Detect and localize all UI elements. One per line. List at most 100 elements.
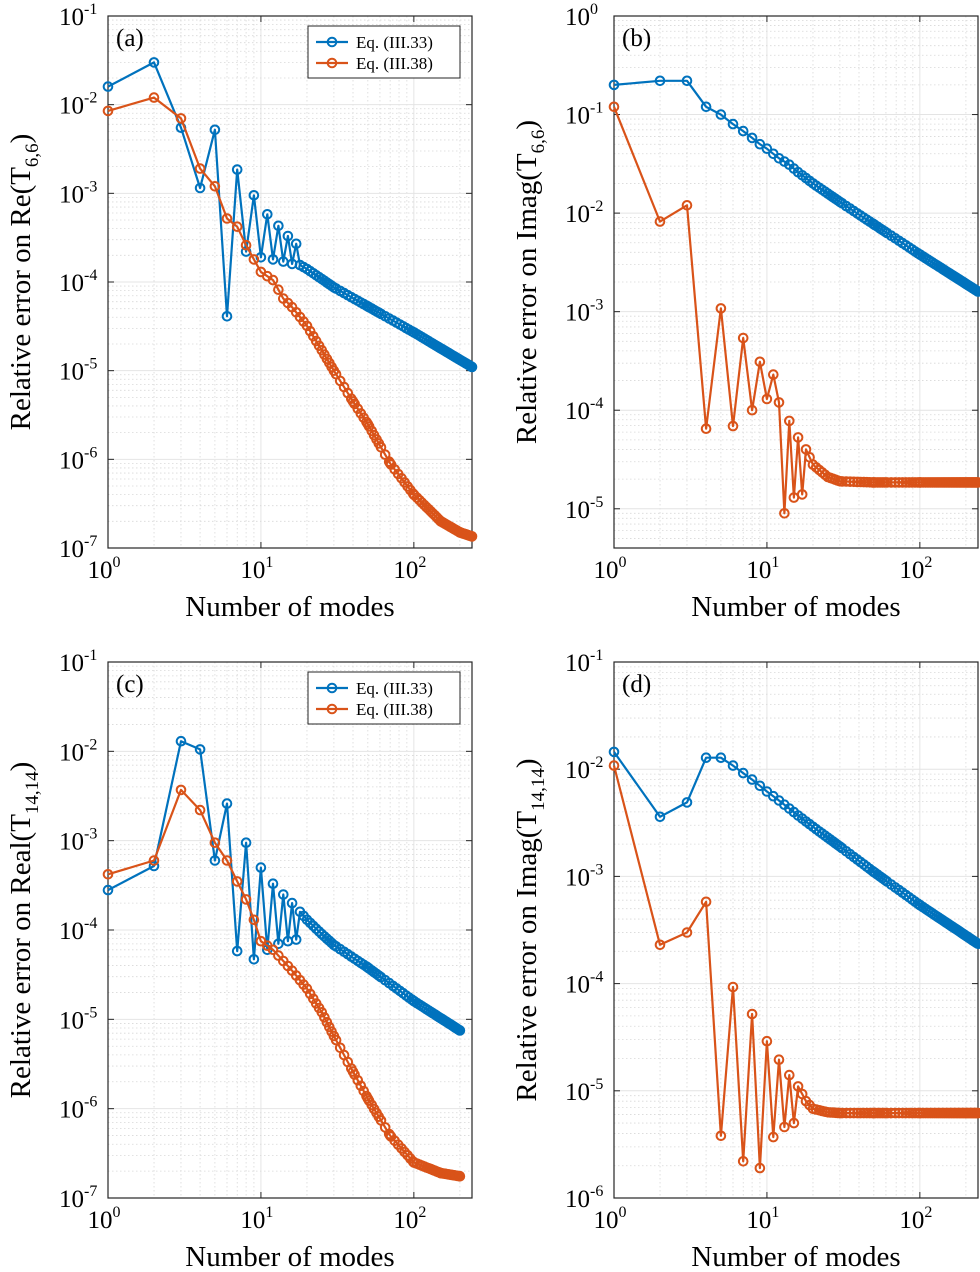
y-tick-exp: -6 bbox=[590, 1183, 603, 1200]
data-point bbox=[310, 923, 322, 935]
data-point bbox=[654, 811, 666, 823]
y-tick-base: 10 bbox=[59, 181, 84, 208]
x-tick-exp: 0 bbox=[619, 554, 627, 571]
legend-marker bbox=[326, 682, 338, 694]
data-point bbox=[194, 163, 206, 174]
data-point bbox=[715, 109, 727, 120]
legend-marker bbox=[326, 703, 338, 715]
data-point bbox=[754, 356, 766, 368]
data-point bbox=[768, 1131, 779, 1143]
data-point bbox=[267, 274, 279, 286]
y-tick-label: 10-4 bbox=[59, 267, 97, 297]
data-point bbox=[727, 981, 739, 993]
data-point bbox=[301, 320, 313, 332]
axes-box bbox=[613, 15, 979, 549]
y-axis-label-sub: 14,14 bbox=[528, 768, 549, 811]
data-point bbox=[700, 752, 712, 764]
x-tick-base: 10 bbox=[88, 557, 113, 584]
y-tick-label: 10-5 bbox=[565, 1076, 603, 1106]
series-2 bbox=[102, 92, 478, 542]
data-point bbox=[746, 1008, 758, 1020]
data-point bbox=[308, 920, 319, 932]
data-point bbox=[788, 1117, 800, 1129]
data-point bbox=[893, 477, 905, 488]
data-point bbox=[784, 415, 795, 427]
y-tick-base: 10 bbox=[565, 757, 590, 784]
data-point bbox=[148, 860, 160, 872]
data-point bbox=[754, 1162, 766, 1174]
x-tick-label: 101 bbox=[746, 1204, 779, 1234]
x-tick-base: 10 bbox=[240, 1207, 265, 1234]
data-point bbox=[262, 209, 273, 220]
y-tick-exp: -5 bbox=[590, 494, 603, 511]
y-tick-label: 10-1 bbox=[565, 100, 603, 130]
y-tick-exp: -3 bbox=[84, 826, 97, 843]
y-tick-exp: -4 bbox=[590, 969, 603, 986]
data-point bbox=[240, 239, 252, 251]
y-tick-exp: -3 bbox=[590, 297, 603, 314]
y-tick-exp: -5 bbox=[84, 356, 97, 373]
data-point bbox=[608, 760, 620, 771]
x-tick-label: 100 bbox=[88, 554, 121, 584]
data-point bbox=[352, 1075, 364, 1086]
x-tick-label: 102 bbox=[393, 1204, 426, 1234]
y-axis-label: Relative error on Real(T14,14) bbox=[5, 762, 43, 1099]
legend-box bbox=[307, 671, 461, 725]
series-1 bbox=[608, 75, 980, 297]
y-axis-label-main: Relative error on Imag(T bbox=[511, 811, 543, 1102]
y-tick-exp: -7 bbox=[84, 1183, 97, 1200]
panel-label: (c) bbox=[116, 671, 144, 698]
data-point bbox=[737, 125, 749, 137]
data-point bbox=[267, 254, 279, 265]
y-axis-label-end: ) bbox=[511, 120, 543, 130]
x-axis-label: Number of modes bbox=[185, 1241, 394, 1272]
y-tick-label: 10-5 bbox=[565, 494, 603, 524]
data-point bbox=[681, 200, 693, 211]
legend-marker bbox=[326, 36, 338, 48]
x-tick-base: 10 bbox=[746, 1207, 771, 1234]
y-axis-label-main: Relative error on Imag(T bbox=[511, 153, 543, 444]
data-point bbox=[848, 476, 860, 488]
y-tick-exp: -1 bbox=[590, 647, 603, 664]
y-tick-label: 10-3 bbox=[565, 861, 603, 891]
data-point bbox=[773, 1054, 785, 1065]
data-point bbox=[231, 945, 243, 957]
data-point bbox=[779, 1121, 790, 1133]
data-point bbox=[654, 216, 666, 227]
y-tick-exp: -4 bbox=[84, 915, 97, 932]
data-point bbox=[727, 118, 739, 130]
x-tick-label: 101 bbox=[240, 1204, 273, 1234]
y-axis-label-end: ) bbox=[5, 762, 37, 772]
data-point bbox=[240, 837, 252, 849]
legend: Eq. (III.33) Eq. (III.38) bbox=[307, 25, 461, 79]
data-point bbox=[848, 1107, 860, 1119]
y-tick-label: 10-1 bbox=[565, 647, 603, 677]
data-point bbox=[194, 744, 206, 755]
y-tick-base: 10 bbox=[565, 972, 590, 999]
data-point bbox=[466, 361, 478, 373]
panel-label: (d) bbox=[622, 671, 651, 698]
data-point bbox=[248, 954, 260, 965]
data-point bbox=[844, 1107, 856, 1119]
data-point bbox=[248, 254, 260, 265]
data-point bbox=[972, 1107, 980, 1119]
y-tick-base: 10 bbox=[59, 270, 84, 297]
legend-marker bbox=[326, 57, 338, 69]
y-tick-label: 10-2 bbox=[59, 90, 97, 120]
y-tick-label: 10-2 bbox=[565, 754, 603, 784]
y-tick-label: 10-5 bbox=[59, 1004, 97, 1034]
y-tick-label: 10-6 bbox=[59, 1094, 97, 1124]
data-point bbox=[681, 75, 693, 87]
x-tick-exp: 1 bbox=[771, 1204, 779, 1221]
y-tick-base: 10 bbox=[565, 103, 590, 130]
data-point bbox=[700, 896, 712, 908]
data-point bbox=[761, 393, 773, 405]
y-tick-base: 10 bbox=[59, 536, 84, 563]
x-tick-label: 102 bbox=[899, 554, 932, 584]
y-tick-exp: -3 bbox=[84, 178, 97, 195]
data-point bbox=[737, 1156, 749, 1167]
y-tick-base: 10 bbox=[59, 1097, 84, 1124]
data-point bbox=[301, 983, 313, 995]
data-point bbox=[231, 164, 243, 175]
